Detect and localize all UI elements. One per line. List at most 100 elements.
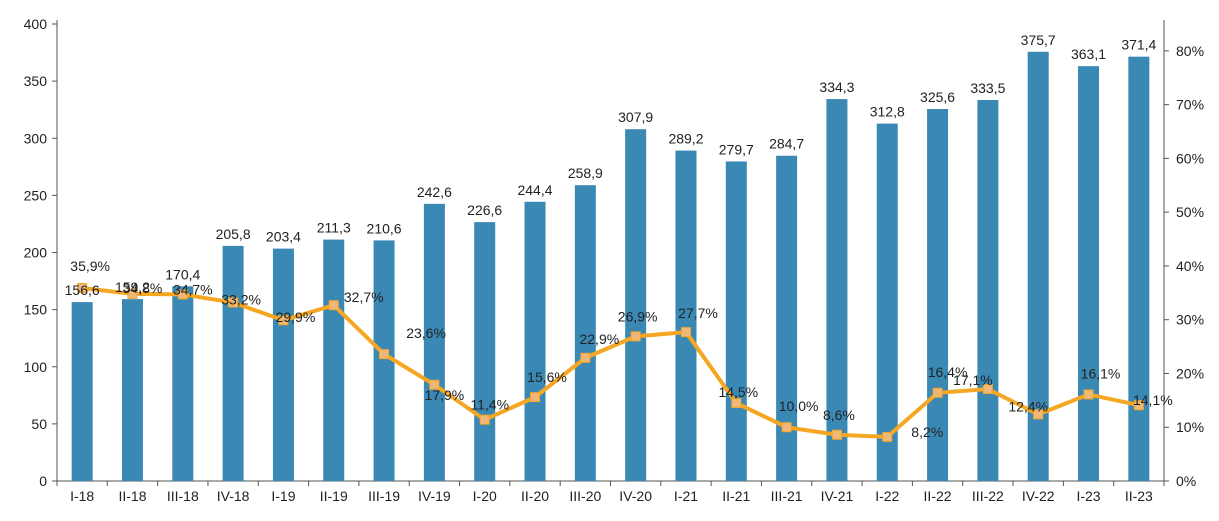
line-value-label: 33,2% — [221, 292, 261, 308]
bar-value-label: 334,3 — [819, 79, 854, 95]
line-marker — [882, 431, 893, 442]
line-marker — [127, 288, 138, 299]
y-left-tick-label: 400 — [24, 16, 48, 32]
bar — [675, 150, 697, 482]
x-tick-label: IV-19 — [418, 488, 451, 504]
x-tick-label: IV-18 — [217, 488, 250, 504]
line-marker — [982, 384, 993, 395]
y-left-tick-label: 350 — [24, 73, 48, 89]
bar-value-label: 159,2 — [115, 279, 150, 295]
line-marker — [379, 349, 390, 360]
line-marker — [731, 398, 742, 409]
bar — [323, 239, 345, 481]
x-tick-label: III-20 — [569, 488, 601, 504]
y-left-tick-label: 200 — [24, 245, 48, 261]
y-left-tick-label: 250 — [24, 187, 48, 203]
bar — [1128, 56, 1150, 481]
y-right-tick-label: 60% — [1176, 150, 1204, 166]
bar-value-label: 279,7 — [719, 141, 754, 157]
line-value-label: 8,6% — [823, 407, 855, 423]
x-tick-label: III-21 — [771, 488, 803, 504]
line-value-label: 14,5% — [718, 384, 758, 400]
line-value-label: 35,9% — [70, 258, 110, 274]
line-marker — [831, 429, 842, 440]
x-tick-label: III-22 — [972, 488, 1004, 504]
bar-value-label: 156,6 — [65, 282, 100, 298]
y-right-tick-label: 80% — [1176, 43, 1204, 59]
x-tick-label: II-20 — [521, 488, 549, 504]
y-right-tick-label: 70% — [1176, 97, 1204, 113]
x-tick-label: IV-20 — [619, 488, 652, 504]
bar-value-label: 211,3 — [317, 220, 351, 236]
x-tick-label: II-21 — [722, 488, 750, 504]
bar — [977, 99, 999, 481]
bar — [423, 203, 445, 481]
bar-value-label: 226,6 — [467, 202, 502, 218]
line-value-label: 23,6% — [406, 325, 446, 341]
y-left-tick-label: 150 — [24, 302, 48, 318]
line-marker — [429, 379, 440, 390]
y-left-tick-label: 300 — [24, 130, 48, 146]
y-right-tick-label: 30% — [1176, 312, 1204, 328]
bar — [625, 129, 647, 481]
bar — [776, 155, 798, 481]
bar — [524, 201, 546, 481]
line-marker — [278, 315, 289, 326]
bar — [121, 299, 143, 481]
bar — [574, 185, 596, 481]
line-value-label: 27,7% — [678, 305, 718, 321]
line-value-label: 15,6% — [527, 369, 567, 385]
x-tick-label: I-22 — [875, 488, 899, 504]
bar-value-label: 325,6 — [920, 89, 955, 105]
bar — [1027, 51, 1049, 481]
line-value-label: 16,1% — [1081, 365, 1121, 381]
x-tick-label: IV-21 — [821, 488, 854, 504]
bar — [826, 99, 848, 481]
x-tick-label: I-20 — [473, 488, 497, 504]
y-left-tick-label: 0 — [39, 473, 47, 489]
bar-value-label: 258,9 — [568, 165, 603, 181]
bar-value-label: 242,6 — [417, 184, 452, 200]
line-value-label: 8,2% — [911, 424, 943, 440]
line-value-label: 14,1% — [1133, 392, 1173, 408]
line-marker — [530, 392, 541, 403]
x-tick-label: III-19 — [368, 488, 400, 504]
line-marker — [1033, 409, 1044, 420]
bar-value-label: 210,6 — [367, 220, 402, 236]
x-tick-label: II-19 — [320, 488, 348, 504]
line-marker — [580, 352, 591, 363]
line-marker — [932, 387, 943, 398]
x-tick-label: I-18 — [70, 488, 94, 504]
x-tick-label: III-18 — [167, 488, 199, 504]
bar-value-label: 363,1 — [1071, 46, 1106, 62]
line-value-label: 26,9% — [618, 308, 658, 324]
bar — [1078, 66, 1100, 481]
bar-value-label: 333,5 — [970, 80, 1005, 96]
line-value-label: 29,9% — [276, 309, 316, 325]
bar-value-label: 205,8 — [216, 226, 251, 242]
line-marker — [630, 331, 641, 342]
line-marker — [781, 422, 792, 433]
x-tick-label: I-21 — [674, 488, 698, 504]
line-value-label: 11,4% — [470, 397, 509, 413]
y-left-tick-label: 100 — [24, 359, 48, 375]
bar-value-label: 312,8 — [870, 104, 905, 120]
line-marker — [228, 297, 239, 308]
line-value-label: 17,9% — [425, 387, 465, 403]
line-marker — [328, 300, 339, 311]
line-marker — [1083, 389, 1094, 400]
line-value-label: 22,9% — [579, 331, 619, 347]
bar-value-label: 170,4 — [165, 266, 200, 282]
line-marker — [479, 414, 490, 425]
line-value-label: 17,1% — [953, 372, 993, 388]
x-tick-label: I-23 — [1076, 488, 1100, 504]
bar-value-label: 244,4 — [517, 182, 552, 198]
bar-value-label: 203,4 — [266, 229, 301, 245]
line-marker — [77, 282, 88, 293]
share-line — [81, 285, 1140, 439]
bar-value-label: 284,7 — [769, 136, 804, 152]
y-right-tick-label: 20% — [1176, 365, 1204, 381]
y-right-tick-label: 10% — [1176, 419, 1204, 435]
y-right-tick-label: 40% — [1176, 258, 1204, 274]
